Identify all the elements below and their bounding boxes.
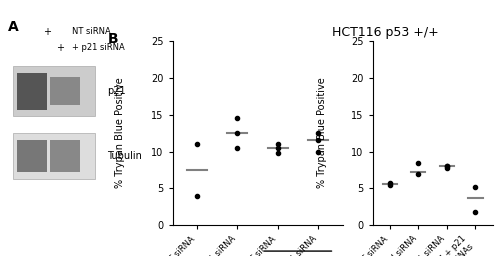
Text: +: +	[43, 27, 51, 37]
Y-axis label: % Trypan Blue Positive: % Trypan Blue Positive	[115, 78, 125, 188]
Bar	[50, 140, 80, 172]
Bar	[12, 66, 95, 116]
Bar	[12, 133, 95, 179]
Bar	[17, 140, 47, 172]
Y-axis label: % Trypan Blue Positive: % Trypan Blue Positive	[317, 78, 327, 188]
Text: + p21 siRNA: + p21 siRNA	[72, 43, 125, 52]
Bar	[50, 77, 80, 105]
Text: A: A	[8, 20, 19, 34]
Text: HCT116 p53 +/+: HCT116 p53 +/+	[332, 26, 438, 39]
Text: Tubulin: Tubulin	[107, 151, 142, 161]
Text: +: +	[56, 43, 64, 53]
Text: B: B	[108, 32, 118, 46]
Text: NT siRNA: NT siRNA	[72, 27, 111, 36]
Bar	[17, 73, 47, 110]
Text: p21: p21	[107, 86, 126, 96]
